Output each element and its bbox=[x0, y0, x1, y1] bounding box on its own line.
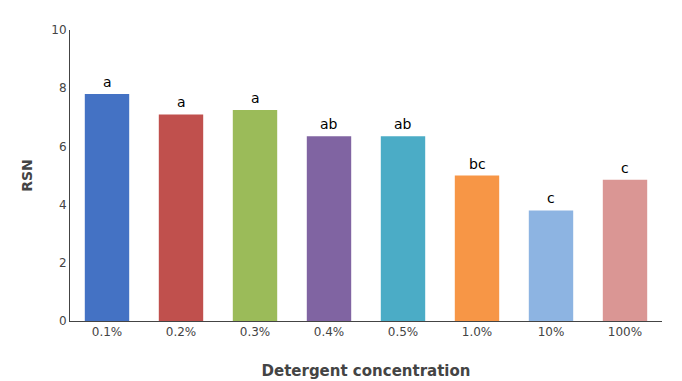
svg-text:0.3%: 0.3% bbox=[240, 325, 271, 339]
svg-text:0.5%: 0.5% bbox=[388, 325, 419, 339]
svg-text:2: 2 bbox=[59, 256, 67, 270]
svg-text:c: c bbox=[621, 160, 629, 176]
svg-text:bc: bc bbox=[469, 156, 486, 172]
svg-text:100%: 100% bbox=[608, 325, 642, 339]
svg-text:0: 0 bbox=[59, 314, 67, 328]
svg-text:0.2%: 0.2% bbox=[166, 325, 197, 339]
svg-text:a: a bbox=[177, 94, 186, 110]
svg-text:1.0%: 1.0% bbox=[462, 325, 493, 339]
svg-text:6: 6 bbox=[59, 140, 67, 154]
svg-text:RSN: RSN bbox=[19, 159, 35, 192]
svg-text:ab: ab bbox=[320, 116, 338, 132]
svg-text:ab: ab bbox=[394, 116, 412, 132]
svg-text:10%: 10% bbox=[538, 325, 565, 339]
svg-text:4: 4 bbox=[59, 198, 67, 212]
svg-text:10: 10 bbox=[51, 23, 66, 37]
svg-text:a: a bbox=[103, 74, 112, 90]
svg-text:0.1%: 0.1% bbox=[92, 325, 123, 339]
svg-text:8: 8 bbox=[59, 81, 67, 95]
svg-text:0.4%: 0.4% bbox=[314, 325, 345, 339]
svg-text:Detergent concentration: Detergent concentration bbox=[262, 362, 471, 380]
svg-text:a: a bbox=[251, 90, 260, 106]
svg-text:c: c bbox=[547, 190, 555, 206]
